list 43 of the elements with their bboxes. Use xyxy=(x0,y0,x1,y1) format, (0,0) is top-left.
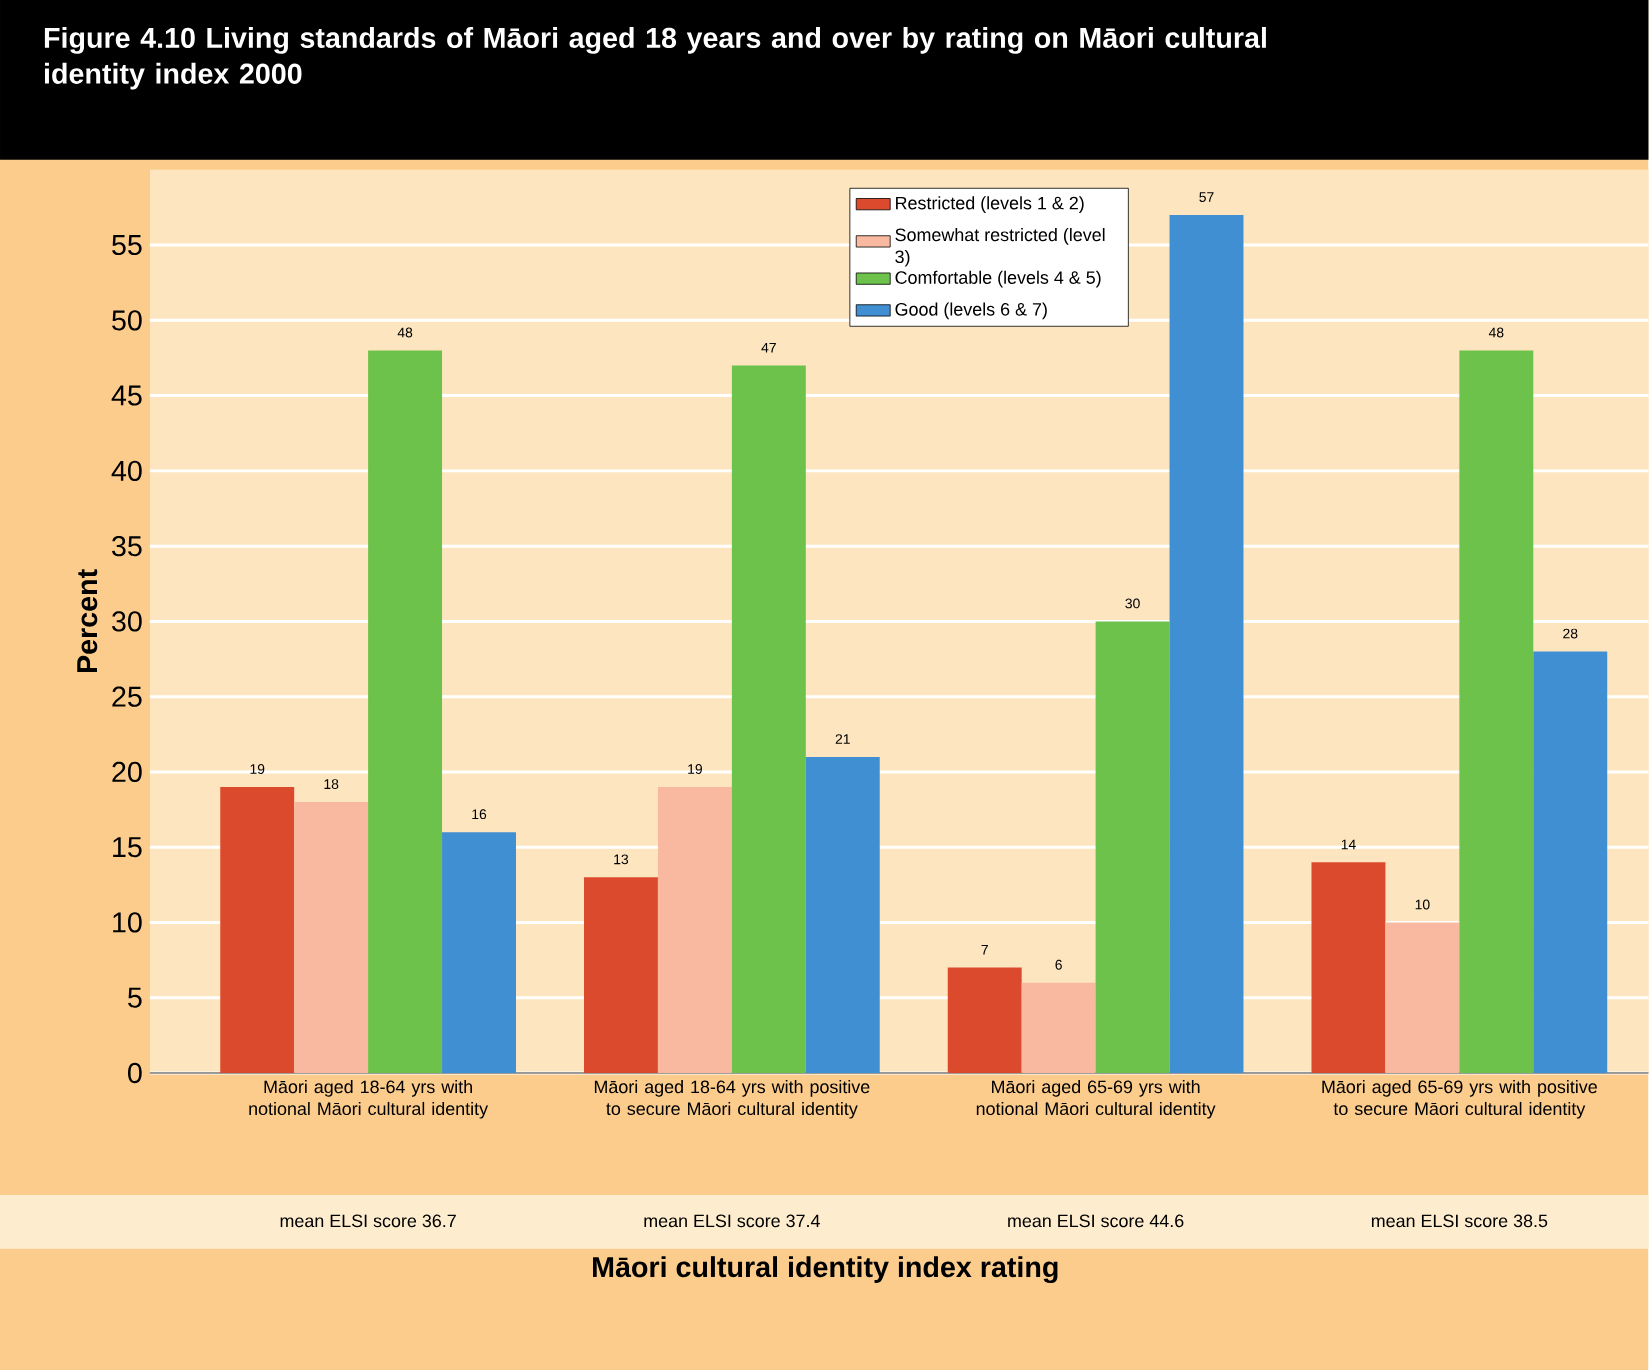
y-tick-label: 40 xyxy=(111,460,142,481)
text: mean ELSI score 37.4 xyxy=(644,1214,820,1227)
text: mean ELSI score 38.5 xyxy=(1371,1214,1548,1227)
bar xyxy=(584,876,658,1073)
x-tick-label: Māori aged 65-69 yrs with notional Māori cultural identity xyxy=(976,1079,1216,1119)
y-tick-label: 10 xyxy=(113,911,142,933)
y-tick-label: 30 xyxy=(112,610,142,632)
bar xyxy=(805,756,880,1073)
bar xyxy=(1533,651,1608,1073)
bar xyxy=(1385,922,1460,1073)
bar xyxy=(1311,861,1386,1073)
y-tick-label: 50 xyxy=(112,309,142,331)
bar xyxy=(442,831,516,1073)
y-tick-label: 20 xyxy=(112,761,142,782)
y-tick-label: 55 xyxy=(112,234,142,255)
bar xyxy=(294,801,369,1073)
bar xyxy=(1095,621,1170,1073)
legend-label: Restricted (levels 1 & 2) xyxy=(896,195,1084,213)
bar xyxy=(947,967,1022,1073)
y-tick-label: 15 xyxy=(113,836,142,857)
bar xyxy=(657,786,732,1073)
text: mean ELSI score 44.6 xyxy=(1008,1214,1184,1227)
x-tick-label: Māori aged 18-64 yrs with notional Māori cultural identity xyxy=(249,1079,489,1119)
x-tick-label: Māori aged 18-64 yrs with positive to secure Māori cultural identity xyxy=(594,1079,870,1119)
bar xyxy=(1021,982,1096,1073)
x-axis-title: Māori cultural identity index rating xyxy=(593,1255,1058,1283)
bar xyxy=(1459,350,1534,1073)
bar xyxy=(731,365,806,1073)
chart-title: Figure 4.10 Living standards of Māori aged 18 years and over by rating on Māori cultural identity index 2000 xyxy=(44,26,1266,90)
y-tick-label: 35 xyxy=(112,535,142,556)
x-tick-label: Māori aged 65-69 yrs with positive to secure Māori cultural identity xyxy=(1322,1079,1597,1119)
legend-label: Good (levels 6 & 7) xyxy=(895,302,1047,319)
legend-label: Somewhat restricted (level 3) xyxy=(895,227,1105,267)
bar xyxy=(220,786,295,1073)
text: mean ELSI score 36.7 xyxy=(280,1214,456,1227)
y-axis-title: Percent xyxy=(77,568,98,672)
bar xyxy=(368,350,443,1073)
y-tick-label: 0 xyxy=(128,1062,142,1083)
y-tick-label: 45 xyxy=(111,385,142,406)
legend-label: Comfortable (levels 4 & 5) xyxy=(895,270,1101,288)
y-tick-label: 25 xyxy=(112,686,142,707)
bar xyxy=(1169,214,1244,1073)
y-tick-label: 5 xyxy=(128,987,142,1008)
